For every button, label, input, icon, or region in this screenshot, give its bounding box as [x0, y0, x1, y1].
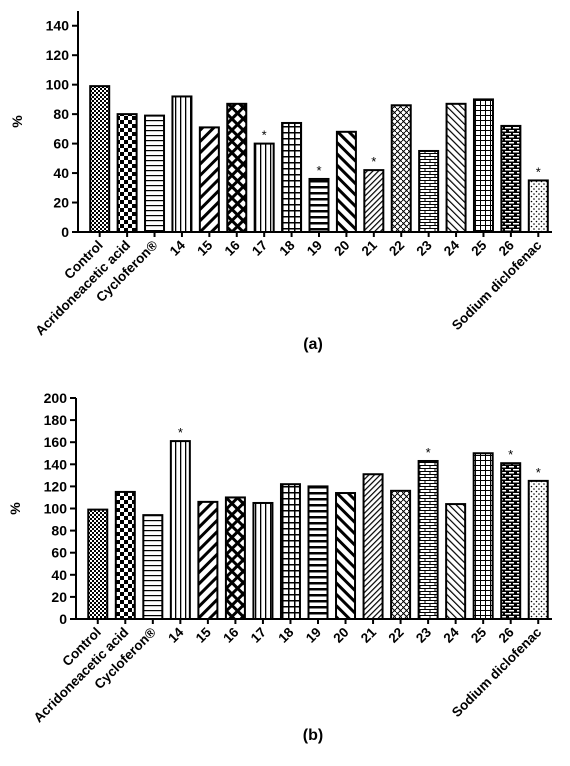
- bar: [281, 121, 303, 233]
- significance-mark: *: [536, 465, 541, 480]
- significance-mark: *: [508, 447, 513, 462]
- bar: [224, 496, 246, 621]
- x-tick-label: 22: [386, 238, 407, 259]
- bar: [114, 490, 136, 620]
- x-tick-label: 23: [414, 237, 436, 259]
- significance-mark: *: [178, 425, 183, 440]
- bar: [87, 508, 109, 621]
- bar: [89, 85, 111, 233]
- significance-mark: *: [426, 445, 431, 460]
- bar: [500, 462, 522, 620]
- bar: [335, 130, 357, 234]
- bar: [252, 501, 274, 621]
- bar: [198, 126, 220, 233]
- y-axis-label: %: [7, 502, 23, 515]
- y-tick-label: 60: [53, 136, 69, 152]
- x-tick-label: 15: [193, 624, 215, 646]
- y-axis-label: %: [9, 115, 25, 128]
- bar: [362, 473, 384, 620]
- bar: [169, 440, 191, 620]
- bar: [445, 102, 467, 233]
- y-tick-label: 80: [53, 106, 69, 122]
- bar: [279, 483, 301, 620]
- y-tick-label: 100: [46, 77, 70, 93]
- x-tick-label: 20: [330, 625, 351, 646]
- bar: [171, 95, 193, 233]
- x-tick-label: Sodium diclofenac: [449, 237, 545, 333]
- bar: [335, 492, 357, 620]
- y-tick-label: 0: [61, 224, 69, 240]
- panel-label: (b): [303, 727, 323, 744]
- x-tick-label: 23: [413, 624, 435, 646]
- x-tick-label: 22: [385, 625, 406, 646]
- panel-label: (a): [303, 336, 323, 353]
- y-tick-label: 160: [44, 434, 68, 450]
- x-tick-label: 26: [496, 624, 518, 646]
- x-tick-label: 18: [275, 624, 297, 646]
- bar: [197, 500, 219, 620]
- x-tick-label: 14: [167, 237, 189, 259]
- x-tick-label: 20: [331, 238, 352, 259]
- bar: [390, 104, 412, 233]
- y-tick-label: 80: [51, 523, 67, 539]
- y-tick-label: 100: [44, 501, 68, 517]
- x-tick-label: 18: [276, 237, 298, 259]
- x-tick-label: 25: [468, 237, 490, 259]
- bar: [307, 485, 329, 620]
- x-tick-label: 17: [249, 238, 270, 259]
- bar: [527, 479, 549, 620]
- y-tick-label: 120: [46, 47, 70, 63]
- y-tick-label: 140: [44, 456, 68, 472]
- x-tick-label: 19: [304, 238, 325, 259]
- x-tick-label: 25: [468, 624, 490, 646]
- y-tick-label: 140: [46, 18, 70, 34]
- x-tick-label: 21: [359, 237, 381, 259]
- y-tick-label: 120: [44, 478, 68, 494]
- bar: [390, 489, 412, 620]
- y-tick-label: 20: [51, 589, 67, 605]
- x-tick-label: 24: [441, 624, 463, 646]
- y-tick-label: 40: [51, 567, 67, 583]
- y-tick-label: 200: [44, 390, 68, 406]
- bar: [527, 179, 549, 233]
- y-tick-label: 40: [53, 165, 69, 181]
- bar: [500, 124, 522, 233]
- bar: [417, 459, 439, 620]
- x-tick-label: 16: [220, 624, 242, 646]
- bar: [472, 98, 494, 234]
- significance-mark: *: [371, 154, 376, 169]
- y-tick-label: 20: [53, 195, 69, 211]
- x-tick-label: 16: [222, 237, 244, 259]
- x-tick-label: 26: [496, 237, 518, 259]
- significance-mark: *: [316, 163, 321, 178]
- x-tick-label: 21: [358, 624, 380, 646]
- bar: [144, 114, 166, 233]
- y-tick-label: 60: [51, 545, 67, 561]
- significance-mark: *: [536, 164, 541, 179]
- bar: [116, 113, 138, 233]
- bar: [142, 514, 164, 621]
- bar: [308, 177, 330, 234]
- x-tick-label: 19: [303, 625, 324, 646]
- y-tick-label: 180: [44, 412, 68, 428]
- bar: [445, 503, 467, 620]
- x-tick-label: 14: [165, 624, 187, 646]
- y-tick-label: 0: [59, 611, 67, 627]
- x-tick-label: 24: [441, 237, 463, 259]
- x-tick-label: 17: [248, 625, 269, 646]
- bar: [472, 452, 494, 620]
- significance-mark: *: [262, 128, 267, 143]
- bar: [363, 169, 385, 233]
- bar: [253, 142, 275, 234]
- bar: [418, 149, 440, 233]
- x-tick-label: 15: [194, 237, 216, 259]
- bar: [226, 102, 248, 233]
- x-tick-label: Sodium diclofenac: [449, 624, 545, 720]
